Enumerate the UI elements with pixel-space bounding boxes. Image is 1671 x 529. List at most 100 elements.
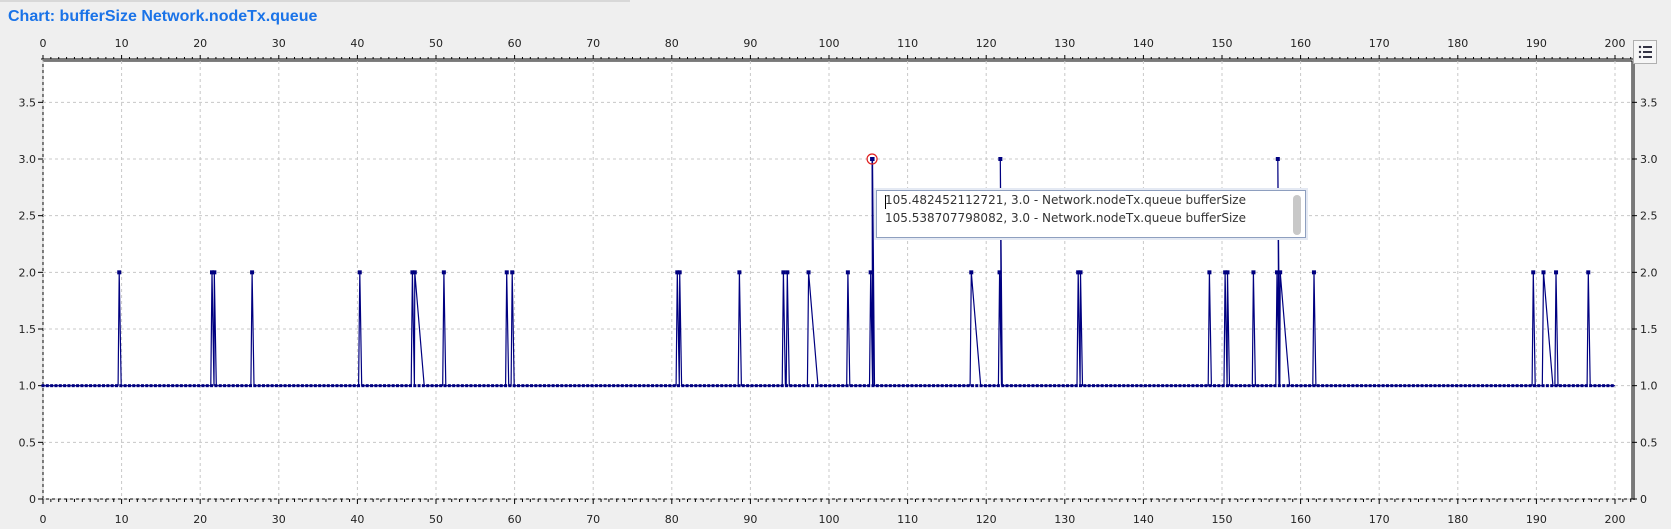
data-point[interactable] — [1226, 384, 1230, 388]
data-point[interactable] — [166, 384, 170, 388]
data-point[interactable] — [675, 270, 680, 275]
data-point[interactable] — [949, 384, 953, 388]
data-point[interactable] — [473, 384, 477, 388]
data-point[interactable] — [1545, 384, 1549, 388]
data-point[interactable] — [1463, 384, 1467, 388]
data-point[interactable] — [806, 270, 811, 275]
data-point[interactable] — [517, 384, 521, 388]
data-point[interactable] — [486, 384, 490, 388]
data-point[interactable] — [119, 384, 123, 388]
data-point[interactable] — [223, 384, 227, 388]
data-point[interactable] — [750, 384, 754, 388]
data-point[interactable] — [1563, 384, 1567, 388]
data-point[interactable] — [1433, 384, 1437, 388]
legend-toggle-button[interactable] — [1633, 40, 1657, 64]
data-point[interactable] — [1066, 384, 1070, 388]
data-point[interactable] — [858, 384, 862, 388]
data-point[interactable] — [456, 384, 460, 388]
data-point[interactable] — [1251, 384, 1255, 388]
data-point[interactable] — [862, 384, 866, 388]
data-point[interactable] — [715, 384, 719, 388]
data-point[interactable] — [1329, 384, 1333, 388]
data-point[interactable] — [184, 384, 188, 388]
data-point[interactable] — [983, 384, 987, 388]
data-point[interactable] — [1606, 384, 1610, 388]
data-point[interactable] — [313, 384, 317, 388]
data-point[interactable] — [1524, 384, 1528, 388]
data-point[interactable] — [1122, 384, 1126, 388]
data-point[interactable] — [253, 384, 257, 388]
data-point[interactable] — [357, 270, 362, 275]
data-point[interactable] — [1576, 384, 1580, 388]
data-point[interactable] — [1584, 384, 1588, 388]
data-point[interactable] — [646, 384, 650, 388]
data-point[interactable] — [387, 384, 391, 388]
data-point[interactable] — [888, 384, 892, 388]
data-point[interactable] — [914, 384, 918, 388]
data-point[interactable] — [171, 384, 175, 388]
data-point[interactable] — [953, 384, 957, 388]
data-point[interactable] — [940, 384, 944, 388]
data-point[interactable] — [1104, 384, 1108, 388]
data-point[interactable] — [132, 384, 136, 388]
data-point[interactable] — [1200, 384, 1204, 388]
data-point[interactable] — [417, 384, 421, 388]
data-point[interactable] — [664, 384, 668, 388]
data-point[interactable] — [188, 384, 192, 388]
data-point[interactable] — [969, 270, 974, 275]
data-point[interactable] — [261, 384, 265, 388]
data-point[interactable] — [1269, 384, 1273, 388]
data-point[interactable] — [1204, 384, 1208, 388]
data-point[interactable] — [1429, 384, 1433, 388]
data-point[interactable] — [1027, 384, 1031, 388]
data-point[interactable] — [603, 384, 607, 388]
data-point[interactable] — [685, 384, 689, 388]
data-point[interactable] — [568, 384, 572, 388]
data-point[interactable] — [836, 384, 840, 388]
data-point[interactable] — [404, 384, 408, 388]
data-point[interactable] — [1113, 384, 1117, 388]
data-point[interactable] — [491, 384, 495, 388]
data-point[interactable] — [819, 384, 823, 388]
data-point[interactable] — [201, 384, 205, 388]
highlighted-point[interactable] — [866, 153, 878, 165]
data-point[interactable] — [1511, 384, 1515, 388]
data-point[interactable] — [793, 384, 797, 388]
data-point[interactable] — [1502, 384, 1506, 388]
data-point[interactable] — [988, 384, 992, 388]
data-point[interactable] — [240, 384, 244, 388]
data-point[interactable] — [482, 384, 486, 388]
data-point[interactable] — [806, 384, 810, 388]
data-point[interactable] — [179, 384, 183, 388]
data-point[interactable] — [932, 384, 936, 388]
data-point[interactable] — [117, 270, 122, 275]
data-point[interactable] — [1078, 270, 1083, 275]
data-point[interactable] — [1009, 384, 1013, 388]
data-point[interactable] — [676, 384, 680, 388]
data-point[interactable] — [1407, 384, 1411, 388]
data-point[interactable] — [1278, 270, 1283, 275]
data-point[interactable] — [1061, 384, 1065, 388]
data-point[interactable] — [1437, 384, 1441, 388]
data-point[interactable] — [305, 384, 309, 388]
data-point[interactable] — [63, 384, 67, 388]
data-point[interactable] — [205, 384, 209, 388]
data-point[interactable] — [1554, 270, 1559, 275]
data-point[interactable] — [1385, 384, 1389, 388]
data-point[interactable] — [1014, 384, 1018, 388]
data-point[interactable] — [741, 384, 745, 388]
data-point[interactable] — [815, 384, 819, 388]
data-point[interactable] — [1355, 384, 1359, 388]
data-point[interactable] — [365, 384, 369, 388]
data-point[interactable] — [1381, 384, 1385, 388]
data-point[interactable] — [1130, 384, 1134, 388]
data-point[interactable] — [344, 384, 348, 388]
data-point[interactable] — [236, 384, 240, 388]
data-point[interactable] — [495, 384, 499, 388]
data-point[interactable] — [1558, 384, 1562, 388]
data-point[interactable] — [1494, 384, 1498, 388]
data-point[interactable] — [71, 384, 75, 388]
data-point[interactable] — [227, 384, 231, 388]
data-point[interactable] — [1325, 384, 1329, 388]
data-point[interactable] — [1251, 270, 1256, 275]
